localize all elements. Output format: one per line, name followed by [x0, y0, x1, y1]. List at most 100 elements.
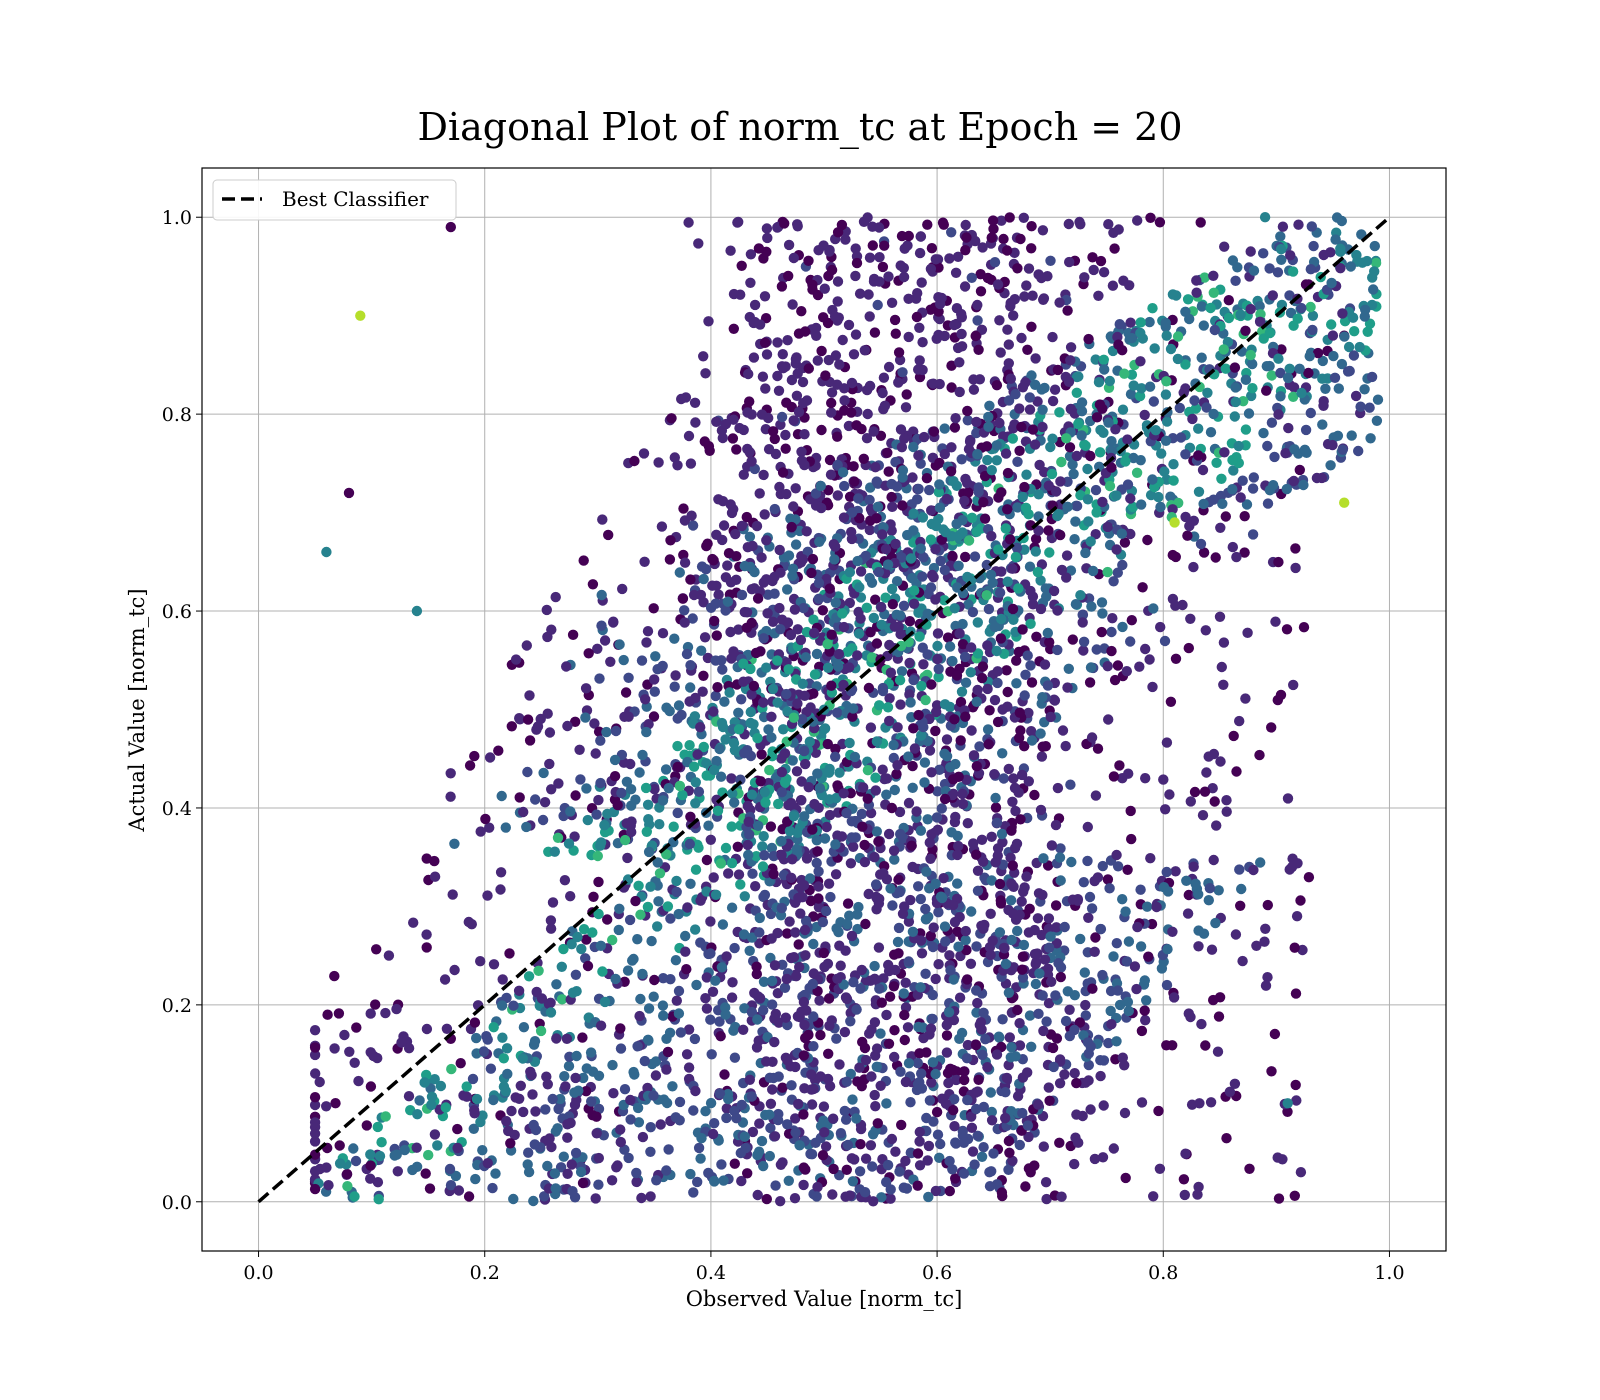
scatter-point	[1094, 447, 1106, 458]
scatter-point	[949, 1094, 960, 1105]
scatter-point	[1001, 1072, 1013, 1084]
scatter-point	[657, 795, 669, 806]
scatter-point	[1024, 404, 1036, 415]
scatter-point	[749, 299, 761, 311]
scatter-point	[639, 556, 650, 567]
scatter-point	[1017, 1107, 1028, 1119]
scatter-point	[1285, 250, 1296, 261]
scatter-point	[718, 520, 730, 531]
scatter-point	[798, 1050, 809, 1061]
scatter-point	[799, 924, 811, 936]
scatter-point	[726, 992, 738, 1003]
scatter-point	[907, 760, 918, 772]
scatter-point	[1254, 301, 1265, 312]
scatter-point	[758, 891, 769, 903]
scatter-point	[1121, 666, 1133, 677]
scatter-point	[1168, 475, 1179, 486]
scatter-point	[673, 908, 684, 920]
scatter-point	[924, 1095, 936, 1106]
scatter-point	[895, 640, 907, 652]
scatter-point	[807, 824, 818, 835]
scatter-point	[1139, 409, 1150, 421]
scatter-point	[768, 868, 779, 880]
scatter-point	[780, 1012, 791, 1023]
scatter-point	[984, 1181, 996, 1192]
scatter-point	[349, 1057, 360, 1069]
scatter-point	[1007, 908, 1019, 919]
scatter-point	[1186, 1099, 1198, 1110]
scatter-point	[441, 1023, 453, 1034]
scatter-point	[903, 751, 914, 762]
scatter-point	[841, 1076, 852, 1087]
scatter-point	[730, 528, 741, 540]
scatter-point	[690, 1085, 701, 1097]
scatter-point	[966, 1122, 978, 1134]
scatter-point	[399, 1144, 410, 1156]
scatter-point	[744, 1074, 755, 1086]
scatter-point	[1159, 635, 1171, 647]
scatter-point	[370, 999, 381, 1010]
scatter-point	[1224, 1086, 1236, 1098]
scatter-point	[915, 825, 927, 836]
scatter-point	[620, 834, 631, 846]
scatter-point	[1145, 489, 1157, 501]
scatter-point	[927, 1013, 938, 1025]
scatter-point	[969, 1159, 980, 1170]
scatter-point	[719, 696, 730, 707]
scatter-point	[705, 1014, 716, 1025]
scatter-point	[485, 1063, 497, 1074]
scatter-point	[1064, 1004, 1075, 1015]
scatter-point	[984, 1167, 995, 1178]
scatter-point	[873, 566, 885, 578]
scatter-point	[1035, 728, 1046, 739]
scatter-point	[1007, 603, 1019, 615]
scatter-point	[772, 927, 783, 939]
scatter-point	[874, 276, 885, 287]
scatter-point	[464, 760, 476, 771]
scatter-point	[933, 907, 944, 918]
scatter-point	[380, 1111, 391, 1122]
scatter-point	[309, 1128, 321, 1139]
scatter-point	[962, 405, 973, 417]
scatter-point	[1268, 480, 1279, 491]
scatter-point	[1234, 864, 1245, 875]
scatter-point	[811, 1191, 822, 1202]
scatter-point	[429, 1129, 441, 1140]
scatter-point	[545, 923, 557, 934]
scatter-point	[810, 747, 821, 758]
scatter-point	[1151, 901, 1162, 913]
scatter-point	[918, 1032, 929, 1044]
scatter-point	[1219, 241, 1230, 252]
scatter-point	[748, 680, 760, 692]
scatter-point	[1294, 464, 1306, 476]
scatter-point	[1125, 636, 1136, 647]
scatter-point	[1208, 270, 1219, 281]
scatter-point	[1205, 302, 1216, 314]
scatter-point	[1055, 971, 1067, 983]
scatter-point	[959, 1074, 970, 1086]
scatter-point	[1046, 468, 1058, 480]
scatter-point	[1270, 616, 1281, 627]
scatter-point	[1082, 494, 1094, 505]
scatter-point	[1063, 218, 1075, 230]
scatter-point	[570, 716, 581, 727]
scatter-point	[1223, 295, 1235, 306]
scatter-point	[1170, 653, 1182, 664]
scatter-point	[1000, 1112, 1011, 1124]
scatter-point	[1189, 395, 1200, 406]
scatter-point	[948, 1105, 959, 1116]
scatter-point	[877, 387, 888, 399]
scatter-point	[497, 974, 508, 985]
scatter-point	[1202, 387, 1213, 398]
scatter-point	[527, 1089, 538, 1100]
scatter-point	[946, 360, 957, 371]
scatter-point	[1221, 795, 1232, 806]
scatter-point	[914, 1048, 925, 1059]
scatter-point	[1020, 1181, 1031, 1192]
scatter-point	[1088, 264, 1099, 276]
scatter-point	[973, 1074, 984, 1086]
scatter-point	[856, 808, 868, 820]
scatter-point	[898, 988, 909, 999]
scatter-point	[549, 846, 560, 857]
scatter-point	[977, 242, 988, 253]
